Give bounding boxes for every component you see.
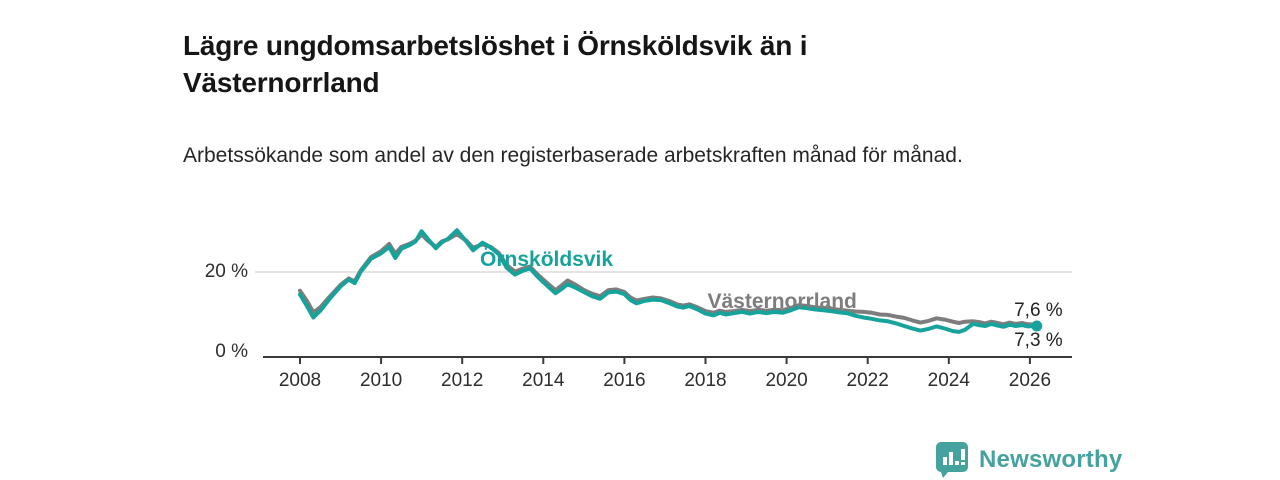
x-axis-tick-label: 2022 <box>847 370 889 391</box>
newsworthy-logo: Newsworthy <box>935 441 1122 479</box>
x-axis-tick-label: 2014 <box>522 370 565 391</box>
series-label: Örnsköldsvik <box>480 248 613 271</box>
x-axis-tick-label: 2026 <box>1009 370 1051 391</box>
x-axis-tick-label: 2016 <box>603 370 645 391</box>
series-label: Västernorrland <box>708 290 857 313</box>
x-axis-tick-label: 2020 <box>765 370 807 391</box>
exclamation-bar <box>961 449 965 460</box>
y-axis-tick-label: 20 % <box>205 261 248 282</box>
bar-tall <box>949 452 953 465</box>
bar-dot <box>955 461 959 465</box>
exclamation-dot <box>961 462 965 465</box>
bar-chart-bubble-icon <box>936 442 968 478</box>
brand-name: Newsworthy <box>979 446 1123 473</box>
chart-subtitle: Arbetssökande som andel av den registerb… <box>183 144 963 167</box>
chart-title: Lägre ungdomsarbetslöshet i Örnsköldsvik… <box>183 29 808 98</box>
x-axis-tick-label: 2010 <box>360 370 402 391</box>
x-axis-tick-label: 2012 <box>441 370 483 391</box>
series-line-örnsköldsvik <box>298 228 1039 334</box>
series-end-dot <box>1031 320 1043 332</box>
x-axis-tick-label: 2018 <box>684 370 726 391</box>
series-end-value-label: 7,3 % <box>1014 330 1063 351</box>
bar-small <box>943 457 947 465</box>
y-axis-tick-label: 0 % <box>215 341 248 362</box>
series-end-value-label: 7,6 % <box>1014 300 1063 321</box>
series-line-västernorrland <box>298 232 1039 327</box>
x-axis-tick-label: 2024 <box>928 370 971 391</box>
x-axis-tick-label: 2008 <box>279 370 321 391</box>
